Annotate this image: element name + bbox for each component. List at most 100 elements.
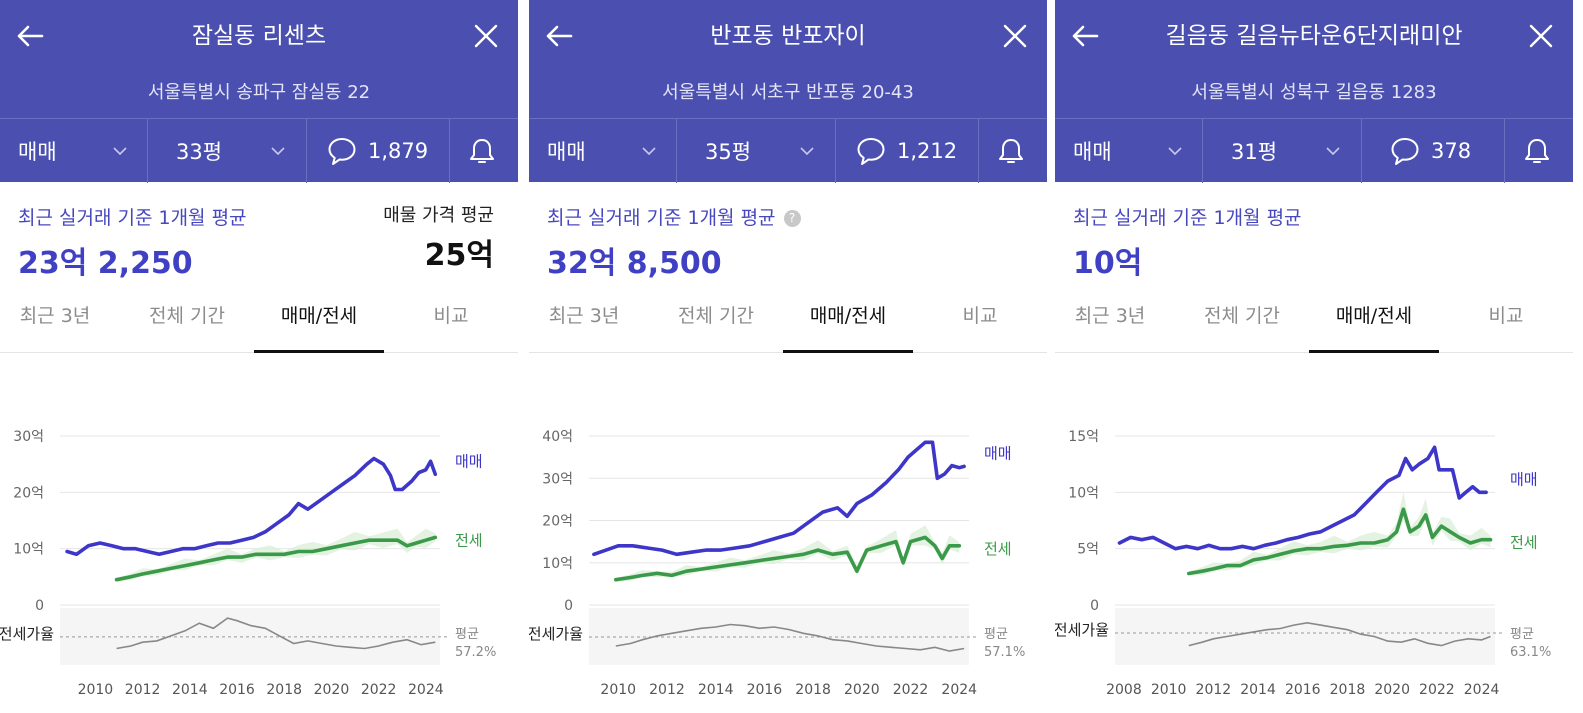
bell-icon xyxy=(1525,139,1549,163)
comments-button[interactable]: 1,212 xyxy=(855,119,975,183)
tab-recent-3y[interactable]: 최근 3년 xyxy=(19,305,91,327)
close-icon[interactable] xyxy=(472,22,500,50)
x-tick-label: 2016 xyxy=(1285,682,1321,698)
comments-button[interactable]: 1,879 xyxy=(326,119,446,183)
ratio-band xyxy=(589,608,969,665)
tab-all-period[interactable]: 전체 기간 xyxy=(678,305,754,327)
recent-avg-value: 10억 xyxy=(1073,246,1143,281)
apartment-panel-3: 길음동 길음뉴타운6단지래미안 서울특별시 성북구 길음동 1283 매매 31… xyxy=(1055,0,1573,713)
x-tick-label: 2012 xyxy=(1196,682,1232,698)
help-icon[interactable]: ? xyxy=(783,210,801,227)
recent-avg-label: 최근 실거래 기준 1개월 평균 xyxy=(18,203,247,230)
x-tick-label: 2022 xyxy=(893,682,929,698)
comment-count: 1,212 xyxy=(897,139,958,163)
notification-button[interactable] xyxy=(466,119,506,183)
jeonse-price-line xyxy=(1187,507,1493,576)
tab-recent-3y[interactable]: 최근 3년 xyxy=(548,305,620,327)
sale-price-series-label: 매매 xyxy=(1510,470,1538,488)
y-tick-label: 10억 xyxy=(542,556,573,572)
y-tick-label: 20억 xyxy=(542,514,573,530)
jeonse-range-band xyxy=(1188,492,1491,576)
recent-avg-text: 최근 실거래 기준 1개월 평균 xyxy=(18,207,247,229)
ratio-label: 전세가율 xyxy=(1055,621,1109,639)
back-arrow-icon[interactable] xyxy=(543,20,575,52)
tab-all-period[interactable]: 전체 기간 xyxy=(1204,305,1280,327)
apartment-panel-1: 잠실동 리센츠 서울특별시 송파구 잠실동 22 매매 33평 1,879 최 xyxy=(0,0,518,713)
panel-header: 잠실동 리센츠 서울특별시 송파구 잠실동 22 매매 33평 1,879 xyxy=(0,0,518,183)
jeonse-price-series-label: 전세 xyxy=(1510,534,1538,552)
chevron-down-icon xyxy=(642,147,656,156)
jeonse-price-series-label: 전세 xyxy=(455,531,483,549)
x-tick-label: 2016 xyxy=(219,682,255,698)
trade-type-dropdown[interactable]: 매매 xyxy=(547,119,671,183)
ratio-band xyxy=(60,608,440,665)
x-tick-label: 2022 xyxy=(361,682,397,698)
sale-price-series-label: 매매 xyxy=(984,444,1012,462)
period-tabs: 최근 3년 전체 기간 매매/전세 비교 xyxy=(0,290,518,353)
filter-bar: 매매 31평 378 xyxy=(1055,118,1573,183)
y-tick-label: 30억 xyxy=(542,471,573,487)
trade-type-dropdown[interactable]: 매매 xyxy=(1073,119,1197,183)
x-tick-label: 2010 xyxy=(1151,682,1187,698)
tab-compare[interactable]: 비교 xyxy=(1488,305,1524,327)
bell-icon xyxy=(999,139,1023,163)
back-arrow-icon[interactable] xyxy=(1069,20,1101,52)
x-tick-label: 2020 xyxy=(844,682,880,698)
notification-button[interactable] xyxy=(1521,119,1561,183)
x-tick-label: 2020 xyxy=(1374,682,1410,698)
tab-compare[interactable]: 비교 xyxy=(962,305,998,327)
jeonse-price-line xyxy=(114,535,438,582)
trade-type-dropdown[interactable]: 매매 xyxy=(18,119,142,183)
apartment-title: 잠실동 리센츠 xyxy=(191,23,327,49)
divider xyxy=(1361,119,1362,183)
y-tick-label: 15억 xyxy=(1068,429,1099,445)
chevron-down-icon xyxy=(113,147,127,156)
ratio-label: 전세가율 xyxy=(0,625,54,643)
tab-sale-jeonse[interactable]: 매매/전세 xyxy=(1309,290,1439,353)
x-tick-label: 2018 xyxy=(266,682,302,698)
chevron-down-icon xyxy=(271,147,285,156)
size-dropdown[interactable]: 31평 xyxy=(1231,119,1355,183)
close-icon[interactable] xyxy=(1001,22,1029,50)
comments-button[interactable]: 378 xyxy=(1389,119,1501,183)
tab-compare[interactable]: 비교 xyxy=(433,305,469,327)
notification-button[interactable] xyxy=(995,119,1035,183)
size-label: 31평 xyxy=(1231,140,1278,164)
x-tick-label: 2018 xyxy=(1330,682,1366,698)
close-icon[interactable] xyxy=(1527,22,1555,50)
trade-type-label: 매매 xyxy=(547,140,586,164)
y-tick-label: 30억 xyxy=(13,429,44,445)
x-tick-label: 2008 xyxy=(1106,682,1142,698)
comment-count: 1,879 xyxy=(368,139,429,163)
listing-avg-value: 25억 xyxy=(424,238,494,273)
panel-header: 길음동 길음뉴타운6단지래미안 서울특별시 성북구 길음동 1283 매매 31… xyxy=(1055,0,1573,183)
size-label: 33평 xyxy=(176,140,223,164)
period-tabs: 최근 3년 전체 기간 매매/전세 비교 xyxy=(529,290,1047,353)
y-tick-label: 20억 xyxy=(13,485,44,501)
trade-type-label: 매매 xyxy=(18,140,57,164)
filter-bar: 매매 33평 1,879 xyxy=(0,118,518,183)
y-tick-label: 0 xyxy=(1090,598,1099,614)
size-label: 35평 xyxy=(705,140,752,164)
period-tabs: 최근 3년 전체 기간 매매/전세 비교 xyxy=(1055,290,1573,353)
size-dropdown[interactable]: 33평 xyxy=(176,119,300,183)
x-tick-label: 2014 xyxy=(172,682,208,698)
recent-avg-value: 23억 2,250 xyxy=(18,246,193,281)
size-dropdown[interactable]: 35평 xyxy=(705,119,829,183)
tab-sale-jeonse[interactable]: 매매/전세 xyxy=(254,290,384,353)
tab-recent-3y[interactable]: 최근 3년 xyxy=(1074,305,1146,327)
apartment-address: 서울특별시 송파구 잠실동 22 xyxy=(147,82,371,103)
divider xyxy=(835,119,836,183)
recent-avg-label: 최근 실거래 기준 1개월 평균 xyxy=(1073,203,1302,230)
ratio-average-label: 평균 xyxy=(455,627,479,642)
ratio-line xyxy=(615,623,965,652)
tab-sale-jeonse[interactable]: 매매/전세 xyxy=(783,290,913,353)
tab-all-period[interactable]: 전체 기간 xyxy=(149,305,225,327)
x-tick-label: 2014 xyxy=(1240,682,1276,698)
back-arrow-icon[interactable] xyxy=(14,20,46,52)
divider xyxy=(306,119,307,183)
ratio-band xyxy=(1115,608,1495,665)
